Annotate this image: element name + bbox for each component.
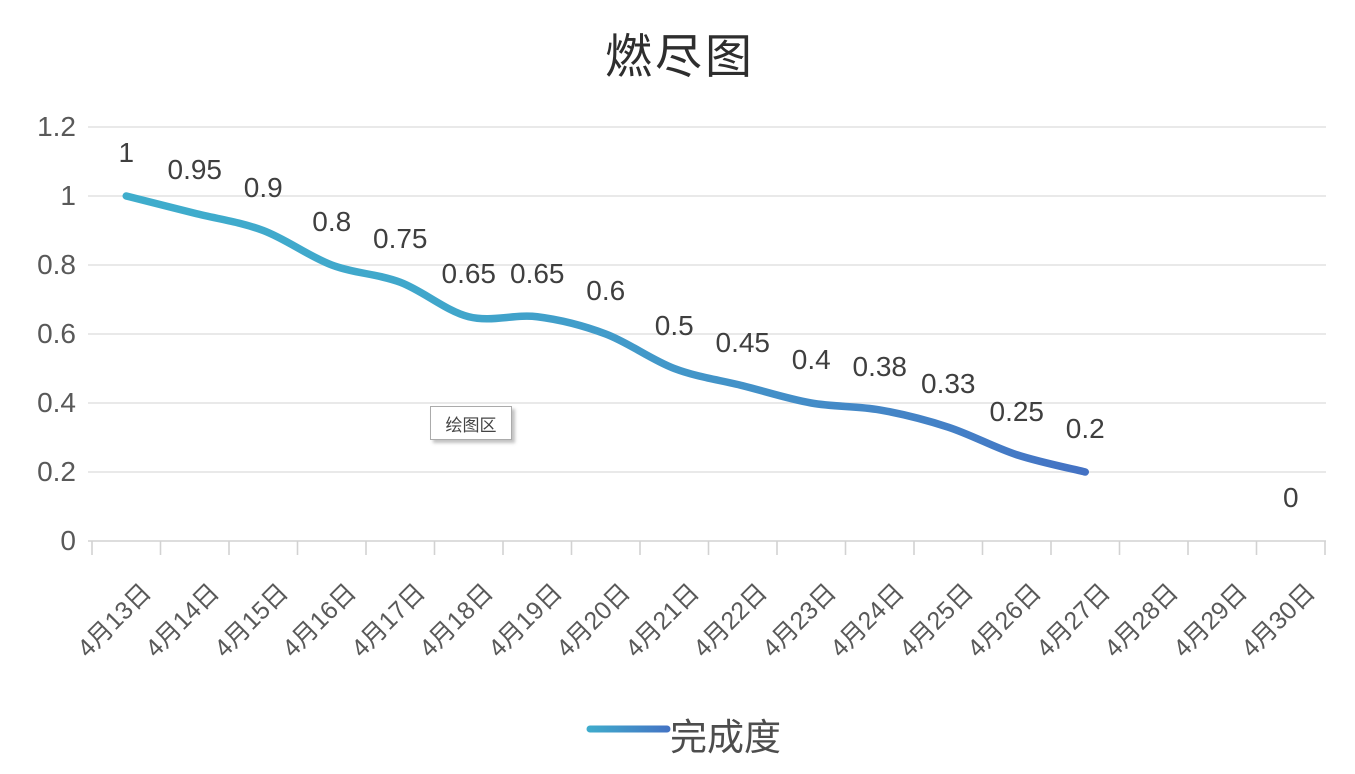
data-label: 0 <box>1282 482 1299 513</box>
plot-area-tooltip-text: 绘图区 <box>445 415 497 435</box>
y-axis-label: 1.2 <box>37 111 76 142</box>
data-label: 0.25 <box>989 395 1045 427</box>
y-axis-label: 0 <box>60 525 76 556</box>
data-label: 0.9 <box>243 171 283 203</box>
data-label: 1 <box>118 137 135 168</box>
data-label: 0.38 <box>852 350 908 382</box>
y-axis-label: 0.6 <box>37 318 76 349</box>
data-label: 0.33 <box>921 368 976 400</box>
data-label: 0.65 <box>510 257 565 289</box>
data-label: 0.95 <box>167 154 223 186</box>
data-label: 0.5 <box>654 309 694 341</box>
y-axis-label: 0.4 <box>37 387 76 418</box>
data-label: 0.75 <box>373 223 428 255</box>
y-axis-label: 0.2 <box>37 456 76 487</box>
data-label: 0.45 <box>715 326 771 358</box>
data-label: 0.4 <box>791 344 831 375</box>
data-label: 0.65 <box>441 257 497 289</box>
y-axis-label: 0.8 <box>37 249 76 280</box>
y-axis-label: 1 <box>60 180 76 211</box>
chart-title[interactable]: 燃尽图 <box>605 32 755 84</box>
data-label: 0.2 <box>1065 413 1105 444</box>
legend-line <box>586 725 671 733</box>
series-line[interactable] <box>122 192 1089 476</box>
legend-series-label[interactable]: 完成度 <box>670 718 781 759</box>
plot-area-tooltip: 绘图区 <box>430 406 512 440</box>
data-label: 0.8 <box>312 206 352 237</box>
data-label: 0.6 <box>586 275 626 306</box>
